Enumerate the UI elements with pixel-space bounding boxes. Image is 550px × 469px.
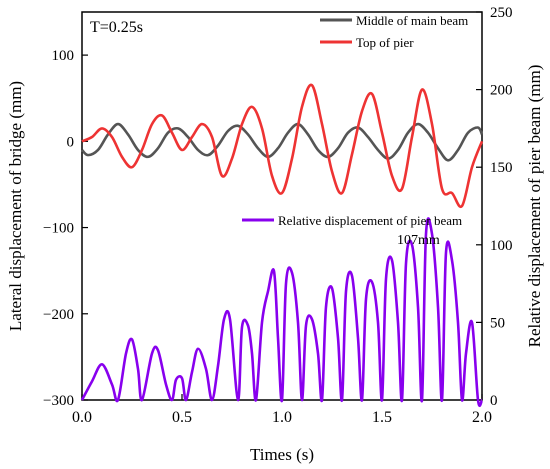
y-right-tick-label: 100 [490,238,513,254]
x-tick-label: 0.0 [72,409,92,426]
y-axis-left-label: Lateral displacement of bridge (mm) [6,81,25,331]
y-right-tick-label: 200 [490,83,513,99]
legend-label-relative-displacement: Relative displacement of pier beam [278,213,462,228]
series-line-middle-of-main-beam [81,122,484,162]
y-left-tick-label: 0 [67,134,75,150]
annotation-peak: 107mm [397,233,440,248]
plot-area [81,11,483,401]
x-tick-label: 2.0 [472,409,492,426]
y-axis-right-label: Relative displacement of pier beam (mm) [525,65,544,348]
x-tick-label: 0.5 [172,409,192,426]
annotation-period: T=0.25s [90,19,143,36]
y-left-tick-label: −300 [43,393,74,409]
legend-bottom: Relative displacement of pier beam [242,213,462,228]
legend-label-middle-of-main-beam: Middle of main beam [356,13,468,28]
y-axis-right-ticks: 0 50 100 150 200 250 [476,5,513,409]
y-left-tick-label: −100 [43,221,74,237]
legend-top: Middle of main beam Top of pier [320,13,468,50]
x-axis-label: Times (s) [250,445,314,464]
legend-label-top-of-pier: Top of pier [356,35,414,50]
y-right-tick-label: 250 [490,5,513,21]
y-axis-left-ticks: −300 −200 −100 0 100 [43,48,88,409]
y-right-tick-label: 150 [490,160,513,176]
series-line-top-of-pier [81,83,484,209]
series-line-relative-displacement-of-pier-beam [80,217,484,407]
series-group [80,83,484,407]
y-right-tick-label: 0 [490,393,498,409]
x-axis-ticks: 0.0 0.5 1.0 1.5 2.0 [72,394,492,426]
y-left-tick-label: 100 [52,48,75,64]
x-tick-label: 1.0 [272,409,292,426]
x-tick-label: 1.5 [372,409,392,426]
y-left-tick-label: −200 [43,307,74,323]
y-right-tick-label: 50 [490,315,505,331]
